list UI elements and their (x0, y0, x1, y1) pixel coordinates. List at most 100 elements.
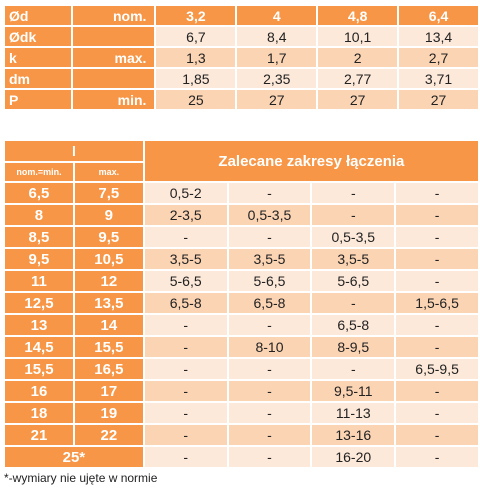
l-max: 17 (74, 381, 143, 401)
cell-value: 2,77 (318, 69, 398, 88)
row-unit: min. (72, 90, 155, 109)
cell-value: 6,7 (156, 27, 236, 46)
range-cell: 5-6,5 (312, 271, 395, 291)
range-row: 16 17- -9,5-11- (5, 381, 478, 401)
range-cell: 0,5-2 (144, 183, 227, 203)
cell-value: 2,35 (237, 69, 317, 88)
row-label: dm (5, 69, 71, 88)
l-nom: 13 (5, 315, 73, 335)
l-nom: 16 (5, 381, 73, 401)
range-cell: - (396, 205, 478, 225)
range-cell: - (312, 183, 395, 203)
range-cell: - (312, 205, 395, 225)
range-cell: - (144, 403, 227, 423)
l-max: 12 (74, 271, 143, 291)
header-value: 4,8 (318, 6, 398, 25)
range-cell: 6,5-9,5 (396, 359, 478, 379)
dimensions-row: k max. 1,3 1,7 2 2,7 (5, 48, 478, 67)
dimensions-row: Ødk 6,7 8,4 10,1 13,4 (5, 27, 478, 46)
l-max: 7,5 (74, 183, 143, 203)
range-cell: 6,5-8 (144, 293, 227, 313)
row-unit (72, 27, 155, 46)
range-cell: - (228, 381, 311, 401)
range-row: 14,5 15,5-8-10 8-9,5- (5, 337, 478, 357)
range-cell: 0,5-3,5 (228, 205, 311, 225)
range-cell: - (396, 183, 478, 203)
range-cell: - (228, 403, 311, 423)
l-max: 19 (74, 403, 143, 423)
l-max: 9,5 (74, 227, 143, 247)
range-cell: 8-9,5 (312, 337, 395, 357)
col-max-header: max. (74, 163, 143, 181)
col-nom-header: nom.=min. (5, 163, 73, 181)
range-cell: - (144, 315, 227, 335)
range-cell: - (228, 425, 311, 445)
range-cell: - (228, 183, 311, 203)
range-cell: - (396, 271, 478, 291)
range-cell: 9,5-11 (312, 381, 395, 401)
range-cell: - (396, 227, 478, 247)
l-max: 22 (74, 425, 143, 445)
range-cell: - (396, 403, 478, 423)
range-cell: - (312, 359, 395, 379)
range-cell: - (228, 227, 311, 247)
ranges-header-row: l Zalecane zakresy łączenia (5, 141, 478, 181)
range-cell: - (144, 227, 227, 247)
range-cell: - (396, 381, 478, 401)
range-cell: - (228, 315, 311, 335)
range-row: 9,5 10,5 3,5-5 3,5-5 3,5-5- (5, 249, 478, 269)
cell-value: 1,85 (156, 69, 236, 88)
range-cell: 13-16 (312, 425, 395, 445)
range-cell: - (312, 293, 395, 313)
dimensions-header-row: Ød nom. 3,2 4 4,8 6,4 (5, 6, 478, 25)
cell-value: 27 (399, 90, 478, 109)
range-cell: 1,5-6,5 (396, 293, 478, 313)
l-max: 9 (74, 205, 143, 225)
range-cell: 5-6,5 (144, 271, 227, 291)
l-max: 16,5 (74, 359, 143, 379)
range-row: 18 19- -11-13- (5, 403, 478, 423)
range-row: 6,5 7,5 0,5-2- - - (5, 183, 478, 203)
cell-value: 2 (318, 48, 398, 67)
cell-value: 1,7 (237, 48, 317, 67)
ranges-title: Zalecane zakresy łączenia (144, 141, 478, 181)
cell-value: 3,71 (399, 69, 478, 88)
l-max: 15,5 (74, 337, 143, 357)
range-cell: - (228, 359, 311, 379)
row-label: k (5, 48, 71, 67)
range-row: 8 9 2-3,5 0,5-3,5- - (5, 205, 478, 225)
range-row: 21 22- -13-16- (5, 425, 478, 445)
header-unit: nom. (72, 6, 155, 25)
l-nom: 14,5 (5, 337, 73, 357)
range-row: 11 12 5-6,5 5-6,5 5-6,5- (5, 271, 478, 291)
cell-value: 27 (237, 90, 317, 109)
range-row: 13 14- -6,5-8- (5, 315, 478, 335)
range-cell: - (144, 381, 227, 401)
range-cell: - (144, 447, 227, 467)
range-cell: 6,5-8 (312, 315, 395, 335)
l-header: l (5, 141, 143, 161)
dimensions-row: P min. 25 27 27 27 (5, 90, 478, 109)
l-max: 14 (74, 315, 143, 335)
cell-value: 2,7 (399, 48, 478, 67)
range-row: 25* - -16-20- (5, 447, 478, 467)
l-nom: 11 (5, 271, 73, 291)
l-nom: 8,5 (5, 227, 73, 247)
ranges-table: l Zalecane zakresy łączenia nom.=min. ma… (3, 139, 480, 469)
range-cell: 11-13 (312, 403, 395, 423)
cell-value: 8,4 (237, 27, 317, 46)
range-cell: 8-10 (228, 337, 311, 357)
header-label: Ød (5, 6, 71, 25)
range-cell: 16-20 (312, 447, 395, 467)
range-row: 8,5 9,5- -0,5-3,5- (5, 227, 478, 247)
l-nom: 25* (5, 447, 143, 467)
range-cell: 3,5-5 (144, 249, 227, 269)
cell-value: 27 (318, 90, 398, 109)
range-cell: 5-6,5 (228, 271, 311, 291)
header-value: 3,2 (156, 6, 236, 25)
l-nom: 21 (5, 425, 73, 445)
cell-value: 1,3 (156, 48, 236, 67)
range-cell: - (228, 447, 311, 467)
dimensions-row: dm 1,85 2,35 2,77 3,71 (5, 69, 478, 88)
range-cell: 3,5-5 (312, 249, 395, 269)
